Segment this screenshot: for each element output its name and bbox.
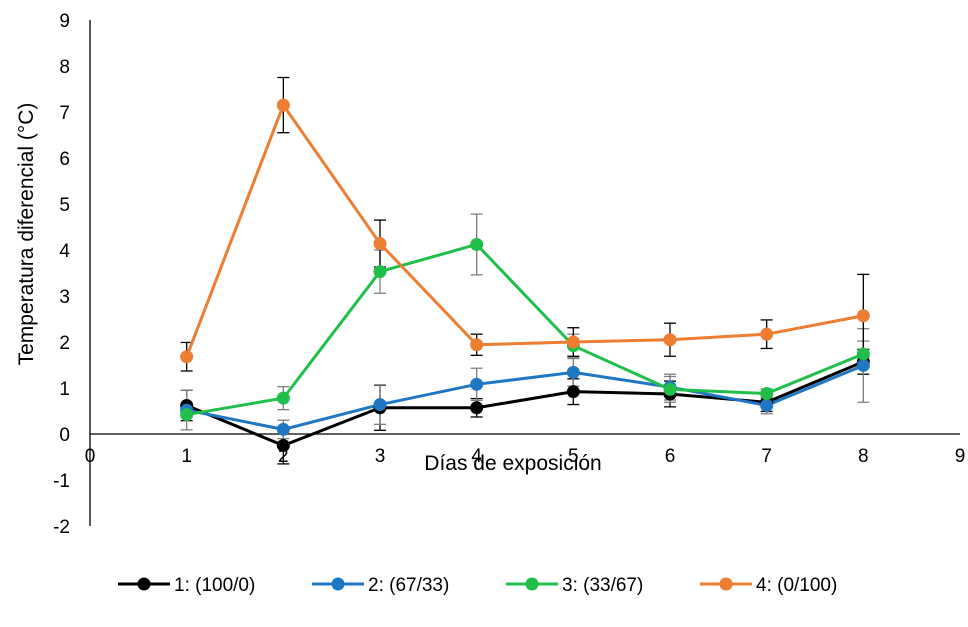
series-points xyxy=(180,98,870,452)
data-point xyxy=(180,408,194,422)
data-point xyxy=(760,327,774,341)
y-tick-label: 0 xyxy=(59,425,70,446)
data-point xyxy=(180,350,194,364)
x-axis-title: Días de exposición xyxy=(424,452,601,475)
legend-item: 4: (0/100) xyxy=(700,575,837,596)
y-tick-label: -2 xyxy=(53,517,70,538)
data-point xyxy=(663,382,677,396)
data-point xyxy=(373,265,387,279)
legend-item: 2: (67/33) xyxy=(312,575,449,596)
data-point xyxy=(566,365,580,379)
data-point xyxy=(276,422,290,436)
legend-label: 2: (67/33) xyxy=(368,575,449,596)
data-point xyxy=(856,358,870,372)
y-tick-label: 7 xyxy=(59,103,70,124)
data-point xyxy=(760,398,774,412)
data-point xyxy=(276,98,290,112)
legend-marker xyxy=(719,577,733,591)
data-point xyxy=(470,401,484,415)
data-point xyxy=(566,335,580,349)
legend-marker xyxy=(331,577,345,591)
series-lines xyxy=(185,101,864,448)
x-tick-label: 7 xyxy=(761,446,772,467)
legend-label: 3: (33/67) xyxy=(562,575,643,596)
data-point xyxy=(470,377,484,391)
data-point xyxy=(760,387,774,401)
x-tick-label: 8 xyxy=(858,446,869,467)
x-tick-label: 5 xyxy=(568,446,579,467)
data-point xyxy=(470,338,484,352)
series-line xyxy=(186,242,864,417)
y-tick-label: 2 xyxy=(59,333,70,354)
data-point xyxy=(566,385,580,399)
chart-axes xyxy=(89,20,960,526)
y-tick-label: -1 xyxy=(53,471,70,492)
legend-label: 4: (0/100) xyxy=(756,575,837,596)
data-point xyxy=(276,439,290,452)
data-point xyxy=(373,237,387,251)
legend-marker xyxy=(525,577,539,591)
data-point xyxy=(856,309,870,323)
series-line xyxy=(185,101,864,358)
legend-item: 1: (100/0) xyxy=(118,575,255,596)
x-tick-label: 1 xyxy=(181,446,192,467)
y-axis-title: Temperatura diferencial (°C) xyxy=(15,103,38,366)
legend-item: 3: (33/67) xyxy=(506,575,643,596)
x-tick-label: 4 xyxy=(471,446,482,467)
data-point xyxy=(470,237,484,251)
x-tick-label: 0 xyxy=(85,446,96,467)
y-tick-label: 8 xyxy=(59,57,70,78)
y-tick-label: 1 xyxy=(59,379,70,400)
y-tick-label: 4 xyxy=(59,241,70,262)
data-point xyxy=(663,333,677,347)
y-tick-label: 6 xyxy=(59,149,70,170)
data-point xyxy=(373,398,387,412)
x-tick-label: 3 xyxy=(375,446,386,467)
y-tick-label: 3 xyxy=(59,287,70,308)
series-line xyxy=(186,360,864,448)
legend-label: 1: (100/0) xyxy=(174,575,255,596)
y-tick-label: 5 xyxy=(59,195,70,216)
chart-legend: 1: (100/0) 2: (67/33) 3: (33/67) 4: (0/100) xyxy=(118,575,837,596)
series-line xyxy=(186,364,864,431)
data-point xyxy=(856,347,870,361)
legend-marker xyxy=(137,577,151,591)
x-tick-label: 9 xyxy=(955,446,966,467)
x-tick-label: 6 xyxy=(665,446,676,467)
y-tick-label: 9 xyxy=(59,11,70,32)
data-point xyxy=(276,391,290,405)
